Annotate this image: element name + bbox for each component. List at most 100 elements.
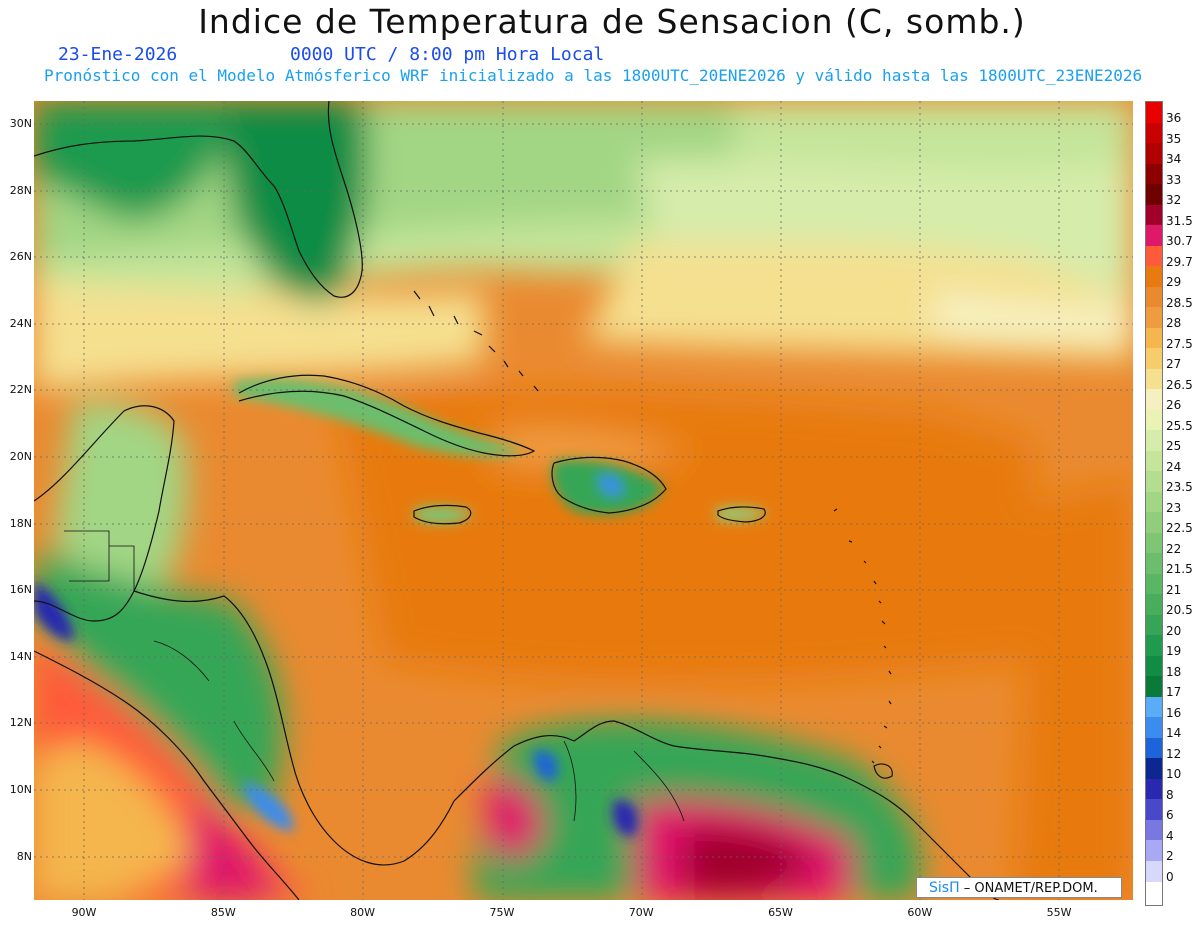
heat-index-map [34, 101, 1133, 900]
colorbar-swatch [1146, 450, 1162, 472]
colorbar-level-label: 19 [1166, 644, 1182, 658]
coastlines [34, 101, 1000, 900]
colorbar-level-label: 30.7 [1166, 234, 1193, 248]
colorbar-level-label: 26 [1166, 398, 1182, 412]
longitude-tick-label: 80W [350, 906, 376, 919]
credit-box: SisΠ – ONAMET/REP.DOM. [916, 877, 1122, 898]
colorbar-level-label: 10 [1166, 767, 1182, 781]
colorbar-level-label: 21.5 [1166, 562, 1193, 576]
colorbar-level-label: 17 [1166, 685, 1182, 699]
colorbar-swatch [1146, 225, 1162, 246]
sispi-logo-text: SisΠ [929, 880, 960, 896]
latitude-tick-label: 10N [9, 783, 32, 796]
colorbar-swatch [1146, 512, 1162, 533]
latitude-tick-label: 20N [9, 450, 32, 463]
colorbar-level-label: 27 [1166, 357, 1182, 371]
colorbar-level-label: 14 [1166, 726, 1182, 740]
colorbar-level-label: 29.7 [1166, 254, 1193, 269]
colorbar-level-label: 23 [1166, 500, 1182, 515]
colorbar-swatch [1146, 163, 1162, 185]
grid-lines [34, 101, 1133, 900]
latitude-tick-label: 8N [16, 849, 32, 863]
colorbar-swatch [1146, 532, 1162, 554]
colorbar [1145, 101, 1163, 906]
longitude-tick-label: 60W [907, 906, 933, 919]
colorbar-swatch [1146, 307, 1162, 328]
colorbar-swatch [1146, 143, 1162, 164]
colorbar-swatch [1146, 430, 1162, 451]
colorbar-swatch [1146, 409, 1162, 431]
colorbar-level-label: 12 [1166, 746, 1182, 761]
colorbar-swatch [1146, 245, 1162, 267]
colorbar-level-label: 26.5 [1166, 377, 1193, 392]
colorbar-swatch [1146, 491, 1162, 513]
colorbar-level-label: 28 [1166, 316, 1182, 330]
colorbar-swatch [1146, 327, 1162, 349]
colorbar-level-label: 24 [1166, 459, 1182, 474]
colorbar-swatch [1146, 204, 1162, 226]
colorbar-level-label: 6 [1166, 808, 1174, 822]
colorbar-swatch [1146, 758, 1162, 779]
colorbar-swatch [1146, 553, 1162, 574]
longitude-tick-label: 85W [210, 906, 236, 919]
colorbar-swatch [1146, 122, 1162, 144]
colorbar-level-label: 35 [1166, 131, 1182, 146]
latitude-tick-label: 22N [9, 383, 32, 397]
colorbar-level-label: 23.5 [1166, 480, 1193, 494]
colorbar-swatch [1146, 737, 1162, 759]
colorbar-level-label: 18 [1166, 664, 1182, 679]
colorbar-level-label: 27.5 [1166, 336, 1193, 351]
latitude-tick-label: 14N [9, 649, 32, 663]
colorbar-level-label: 31.5 [1166, 213, 1193, 228]
colorbar-swatch [1146, 778, 1162, 800]
colorbar-level-label: 2 [1166, 849, 1174, 863]
country-borders [64, 530, 685, 822]
colorbar-level-label: 8 [1166, 787, 1174, 802]
colorbar-swatch [1146, 266, 1162, 287]
colorbar-level-label: 36 [1166, 111, 1182, 125]
latitude-tick-label: 18N [9, 516, 32, 530]
map-title: Indice de Temperatura de Sensacion (C, s… [198, 2, 1026, 41]
colorbar-swatch [1146, 348, 1162, 369]
credit-text: – ONAMET/REP.DOM. [963, 881, 1098, 896]
latitude-tick-label: 30N [9, 117, 32, 130]
colorbar-swatch [1146, 102, 1162, 123]
colorbar-level-label: 0 [1166, 869, 1174, 884]
latitude-tick-label: 26N [9, 250, 32, 264]
latitude-tick-label: 16N [9, 583, 32, 597]
colorbar-swatch [1146, 184, 1162, 205]
colorbar-swatch [1146, 860, 1162, 882]
map-canvas [34, 101, 1133, 900]
colorbar-level-label: 33 [1166, 172, 1182, 187]
colorbar-level-label: 16 [1166, 705, 1182, 720]
colorbar-swatch [1146, 635, 1162, 656]
longitude-tick-label: 70W [628, 906, 654, 919]
colorbar-swatch [1146, 819, 1162, 841]
colorbar-level-label: 22 [1166, 541, 1182, 556]
longitude-tick-label: 90W [71, 906, 97, 919]
colorbar-level-label: 28.5 [1166, 295, 1193, 310]
colorbar-level-label: 32 [1166, 193, 1182, 207]
colorbar-swatch [1146, 286, 1162, 308]
colorbar-swatch [1146, 389, 1162, 410]
longitude-tick-label: 75W [489, 906, 515, 919]
latitude-tick-label: 28N [9, 183, 32, 197]
colorbar-level-label: 20.5 [1166, 603, 1193, 617]
colorbar-swatch [1146, 799, 1162, 820]
colorbar-level-label: 34 [1166, 152, 1182, 166]
longitude-tick-label: 55W [1046, 906, 1072, 919]
colorbar-level-label: 21 [1166, 582, 1182, 597]
colorbar-level-label: 25.5 [1166, 418, 1193, 433]
colorbar-level-label: 4 [1166, 828, 1174, 843]
model-info: Pronóstico con el Modelo Atmósferico WRF… [44, 66, 1143, 85]
longitude-tick-label: 65W [768, 906, 793, 919]
colorbar-level-label: 29 [1166, 275, 1182, 289]
colorbar-swatch [1146, 840, 1162, 861]
latitude-tick-label: 12N [9, 716, 32, 730]
colorbar-level-label: 25 [1166, 439, 1182, 453]
colorbar-swatch [1146, 717, 1162, 738]
colorbar-swatch [1146, 594, 1162, 615]
colorbar-swatch [1146, 696, 1162, 718]
forecast-time: 0000 UTC / 8:00 pm Hora Local [290, 44, 605, 65]
colorbar-swatch [1146, 676, 1162, 697]
